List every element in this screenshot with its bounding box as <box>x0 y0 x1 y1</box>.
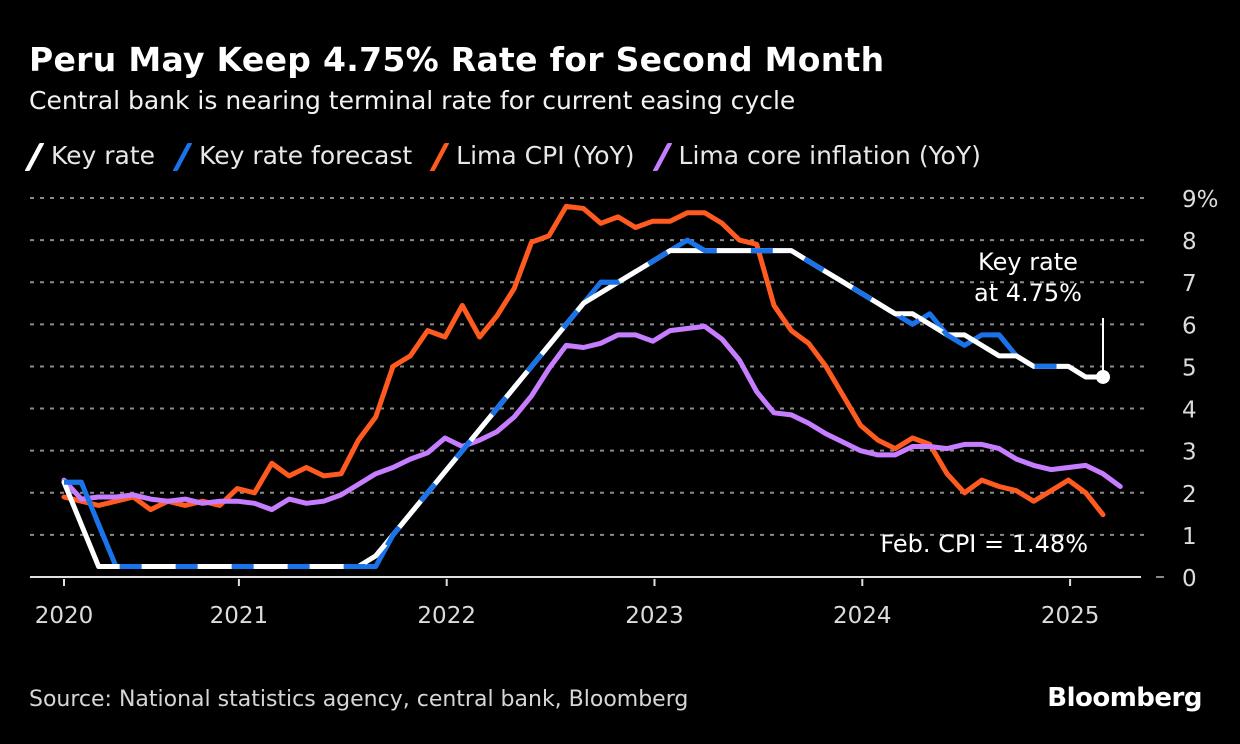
y-axis: 0 1 2 3 4 5 6 7 8 9% <box>1182 187 1219 592</box>
y-tick-label: 9% <box>1182 187 1219 213</box>
y-tick-label: 5 <box>1182 355 1197 381</box>
x-tick-label: 2025 <box>1041 603 1100 629</box>
y-tick-label: 4 <box>1182 398 1197 424</box>
x-tick-label: 2024 <box>833 603 892 629</box>
legend-label-lima-cpi: Lima CPI (YoY) <box>456 141 635 170</box>
key-rate-forecast-dashes <box>64 237 1069 569</box>
source-note: Source: National statistics agency, cent… <box>29 687 689 712</box>
legend-label-lima-core: Lima core inflation (YoY) <box>678 141 981 170</box>
lima-core-inflation-line <box>61 323 1123 513</box>
y-tick-label: 2 <box>1182 482 1197 508</box>
y-tick-label: 8 <box>1182 229 1197 255</box>
x-tick-label: 2022 <box>417 603 476 629</box>
legend-item-key-rate: Key rate <box>29 141 155 170</box>
y-tick-label: 3 <box>1182 440 1197 466</box>
series-lines <box>61 203 1123 569</box>
chart-subtitle: Central bank is nearing terminal rate fo… <box>29 86 796 115</box>
legend-item-key-rate-forecast: Key rate forecast <box>177 141 412 170</box>
y-tick-label: 7 <box>1182 271 1197 297</box>
y-tick-label: 0 <box>1182 566 1197 592</box>
key-rate-end-marker <box>1096 369 1110 384</box>
y-tick-label: 6 <box>1182 313 1197 339</box>
y-tick-label: 1 <box>1182 524 1197 550</box>
legend: Key rate Key rate forecast Lima CPI (YoY… <box>29 141 1003 170</box>
annotation-key-rate-text: Key rate <box>978 248 1078 276</box>
annotations: Key rate at 4.75% Feb. CPI = 1.48% <box>880 248 1110 558</box>
legend-label-key-rate-forecast: Key rate forecast <box>199 141 413 170</box>
x-tick-label: 2023 <box>625 603 684 629</box>
chart-title: Peru May Keep 4.75% Rate for Second Mont… <box>29 40 885 79</box>
annotation-cpi-text: Feb. CPI = 1.48% <box>880 530 1088 558</box>
x-tick-label: 2021 <box>210 603 269 629</box>
bloomberg-logo: Bloomberg <box>1047 683 1202 713</box>
legend-item-lima-core: Lima core inflation (YoY) <box>657 141 981 170</box>
annotation-key-rate-text: at 4.75% <box>974 279 1082 307</box>
key-rate-forecast-line <box>61 237 1071 569</box>
legend-item-lima-cpi: Lima CPI (YoY) <box>434 141 634 170</box>
lima-cpi-line <box>61 203 1106 518</box>
legend-label-key-rate: Key rate <box>51 141 156 170</box>
x-tick-label: 2020 <box>35 603 94 629</box>
x-axis: 2020 2021 2022 2023 2024 2025 <box>30 576 1141 629</box>
